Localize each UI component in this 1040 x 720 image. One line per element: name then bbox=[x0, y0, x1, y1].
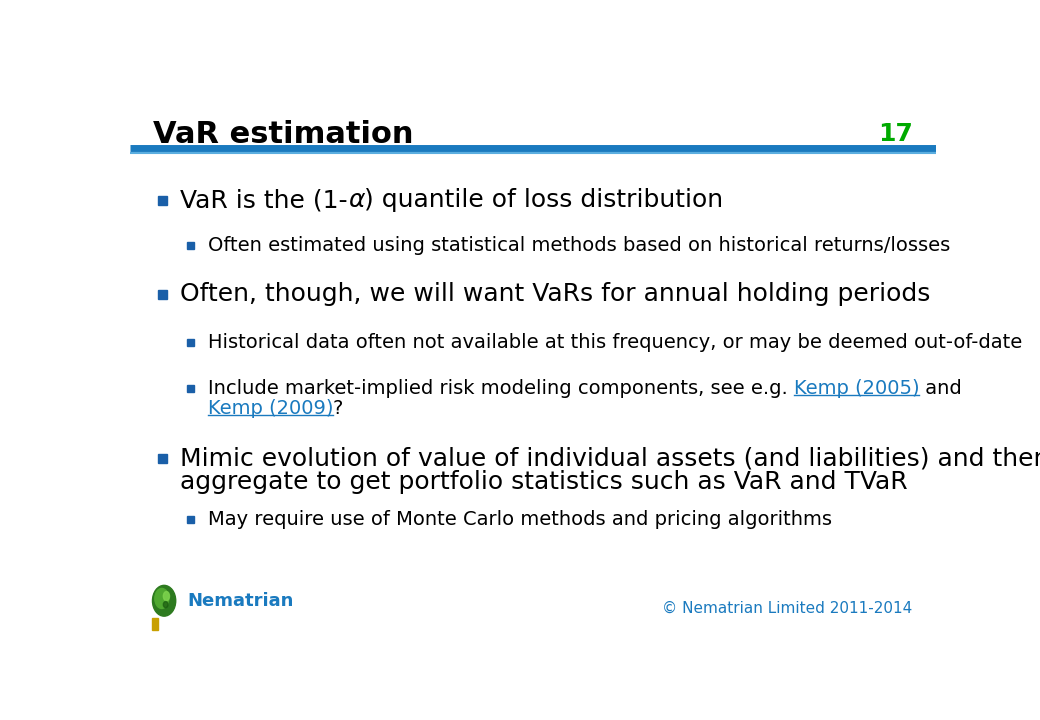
Bar bbox=[187, 243, 193, 249]
Bar bbox=[158, 196, 166, 204]
Bar bbox=[187, 384, 193, 392]
Text: VaR estimation: VaR estimation bbox=[153, 120, 414, 148]
Text: May require use of Monte Carlo methods and pricing algorithms: May require use of Monte Carlo methods a… bbox=[208, 510, 832, 529]
Text: Nematrian: Nematrian bbox=[187, 592, 293, 610]
Text: aggregate to get portfolio statistics such as VaR and TVaR: aggregate to get portfolio statistics su… bbox=[180, 470, 908, 494]
Text: Mimic evolution of value of individual assets (and liabilities) and then: Mimic evolution of value of individual a… bbox=[180, 446, 1040, 470]
Text: and: and bbox=[919, 379, 962, 397]
Text: ) quantile of loss distribution: ) quantile of loss distribution bbox=[364, 189, 724, 212]
Text: Kemp (2005): Kemp (2005) bbox=[794, 379, 919, 397]
Text: Include market-implied risk modeling components, see e.g.: Include market-implied risk modeling com… bbox=[208, 379, 794, 397]
Text: α: α bbox=[348, 189, 364, 212]
Bar bbox=[152, 618, 158, 630]
Text: ?: ? bbox=[333, 399, 343, 418]
Text: Often, though, we will want VaRs for annual holding periods: Often, though, we will want VaRs for ann… bbox=[180, 282, 931, 306]
Bar bbox=[187, 339, 193, 346]
Bar bbox=[187, 516, 193, 523]
Ellipse shape bbox=[153, 585, 176, 616]
Text: 17: 17 bbox=[878, 122, 913, 146]
Text: Kemp (2009): Kemp (2009) bbox=[208, 399, 333, 418]
Text: © Nematrian Limited 2011-2014: © Nematrian Limited 2011-2014 bbox=[662, 601, 913, 616]
Ellipse shape bbox=[163, 601, 168, 608]
Ellipse shape bbox=[155, 588, 168, 608]
Bar bbox=[158, 290, 166, 299]
Text: Often estimated using statistical methods based on historical returns/losses: Often estimated using statistical method… bbox=[208, 236, 950, 256]
Bar bbox=[158, 454, 166, 462]
Ellipse shape bbox=[163, 592, 170, 600]
Text: VaR is the (1-: VaR is the (1- bbox=[180, 189, 348, 212]
Text: Historical data often not available at this frequency, or may be deemed out-of-d: Historical data often not available at t… bbox=[208, 333, 1021, 352]
